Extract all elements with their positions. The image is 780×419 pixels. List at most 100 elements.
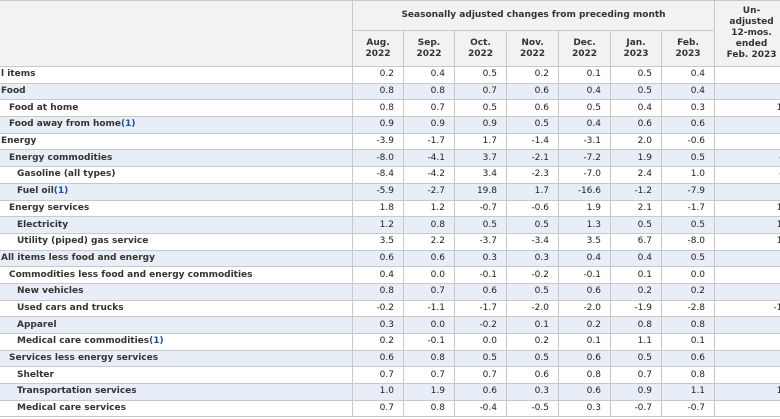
value-cell: 0.5 (610, 66, 662, 84)
row-label: Food at home (0, 99, 353, 118)
value-cell: -2.0 (506, 299, 559, 318)
value-cell: 0.5 (660, 149, 716, 168)
row-label: Utility (piped) gas service (0, 232, 353, 251)
row-label: Used cars and trucks (0, 299, 353, 318)
item-name: Transportation services (17, 386, 137, 397)
month-label: Aug. (366, 37, 390, 48)
value-cell: 0.8 (660, 316, 716, 334)
month-header: Feb. 2023 (660, 30, 716, 67)
value-cell: 0.7 (454, 366, 507, 385)
value-cell: 1.9 (558, 199, 611, 218)
unadjusted-value-cell: 14 (714, 383, 780, 401)
value-cell: 0.7 (454, 82, 507, 101)
value-cell: 0.8 (558, 366, 611, 385)
item-name: Energy commodities (9, 152, 113, 163)
value-cell: 3.5 (558, 232, 611, 251)
value-cell: 3.5 (352, 232, 404, 251)
row-label: New vehicles (0, 282, 353, 301)
value-cell: -1.1 (403, 299, 455, 318)
value-cell: -0.1 (454, 266, 507, 284)
value-cell: 0.5 (660, 249, 716, 268)
value-cell: 0.2 (610, 282, 662, 301)
item-name: Services less energy services (9, 353, 159, 364)
table-row: Food away from home(1) 0.9 0.9 0.9 0.5 0.4 0.6… (0, 116, 780, 134)
value-cell: -0.7 (610, 399, 662, 418)
unadjusted-value-cell: 5 (714, 249, 780, 268)
value-cell: -4.2 (403, 166, 455, 184)
value-cell: 0.1 (558, 333, 611, 351)
value-cell: 0.6 (352, 249, 404, 268)
unadjusted-value-cell: 13 (714, 199, 780, 218)
value-cell: 0.5 (454, 99, 507, 118)
value-cell: 0.0 (660, 266, 716, 284)
value-cell: -8.0 (660, 232, 716, 251)
value-cell: -4.1 (403, 149, 455, 168)
value-cell: 2.0 (610, 132, 662, 151)
value-cell: 0.6 (403, 249, 455, 268)
value-cell: 0.3 (558, 399, 611, 418)
item-name: All items less food and energy (1, 252, 155, 263)
unadjusted-value-cell: 5 (714, 132, 780, 151)
value-cell: -2.7 (403, 182, 455, 201)
row-label: Gasoline (all types) (0, 166, 353, 184)
item-name: Utility (piped) gas service (17, 236, 149, 247)
value-cell: -3.1 (558, 132, 611, 151)
value-cell: 0.6 (454, 383, 507, 401)
item-name: Medical care commodities (17, 336, 150, 347)
value-cell: -7.9 (660, 182, 716, 201)
item-name: Electricity (17, 219, 69, 230)
value-cell: 0.7 (352, 399, 404, 418)
row-label: Fuel oil(1) (0, 182, 353, 201)
row-label: Commodities less food and energy commodi… (0, 266, 353, 284)
value-cell: 0.5 (610, 216, 662, 234)
value-cell: 1.2 (352, 216, 404, 234)
value-cell: 3.7 (454, 149, 507, 168)
value-cell: 0.6 (352, 349, 404, 368)
footnote-link[interactable]: (1) (149, 336, 164, 347)
value-cell: 0.6 (558, 383, 611, 401)
value-cell: -7.0 (558, 166, 611, 184)
month-header: Jan. 2023 (610, 30, 662, 67)
unadjusted-value-cell: 2 (714, 399, 780, 418)
value-cell: 0.2 (558, 316, 611, 334)
value-cell: 0.9 (610, 383, 662, 401)
value-cell: -3.9 (352, 132, 404, 151)
value-cell: 0.2 (352, 333, 404, 351)
value-cell: 0.4 (610, 99, 662, 118)
row-label: Electricity (0, 216, 353, 234)
value-cell: 0.1 (610, 266, 662, 284)
value-cell: 0.0 (403, 316, 455, 334)
footnote-link[interactable]: (1) (121, 119, 136, 130)
value-cell: -0.7 (454, 199, 507, 218)
value-cell: 0.6 (506, 366, 559, 385)
table-row: Fuel oil(1)-5.9-2.719.81.7-16.6-1.2-7.99 (0, 182, 780, 201)
value-cell: 0.2 (660, 282, 716, 301)
unadjusted-value-cell: 10 (714, 99, 780, 118)
value-cell: -1.7 (454, 299, 507, 318)
value-cell: 0.5 (506, 216, 559, 234)
value-cell: 0.6 (660, 116, 716, 134)
value-cell: 1.0 (352, 383, 404, 401)
footnote-link[interactable]: (1) (53, 186, 69, 197)
value-cell: 0.5 (506, 116, 559, 134)
value-cell: 1.1 (660, 383, 716, 401)
month-label: Oct. (470, 37, 491, 48)
value-cell: 0.6 (558, 282, 611, 301)
value-cell: 0.5 (610, 82, 662, 101)
unadjusted-value-cell: 9 (714, 182, 780, 201)
row-label: l items (0, 66, 353, 84)
value-cell: 0.4 (558, 82, 611, 101)
row-label: Services less energy services (0, 349, 353, 368)
value-cell: 0.9 (454, 116, 507, 134)
value-cell: 0.4 (352, 266, 404, 284)
value-cell: -0.6 (506, 199, 559, 218)
month-label: Dec. (573, 37, 596, 48)
month-header: Oct. 2022 (454, 30, 507, 67)
value-cell: 0.4 (610, 249, 662, 268)
value-cell: 0.6 (506, 82, 559, 101)
value-cell: 19.8 (454, 182, 507, 201)
value-cell: -3.4 (506, 232, 559, 251)
